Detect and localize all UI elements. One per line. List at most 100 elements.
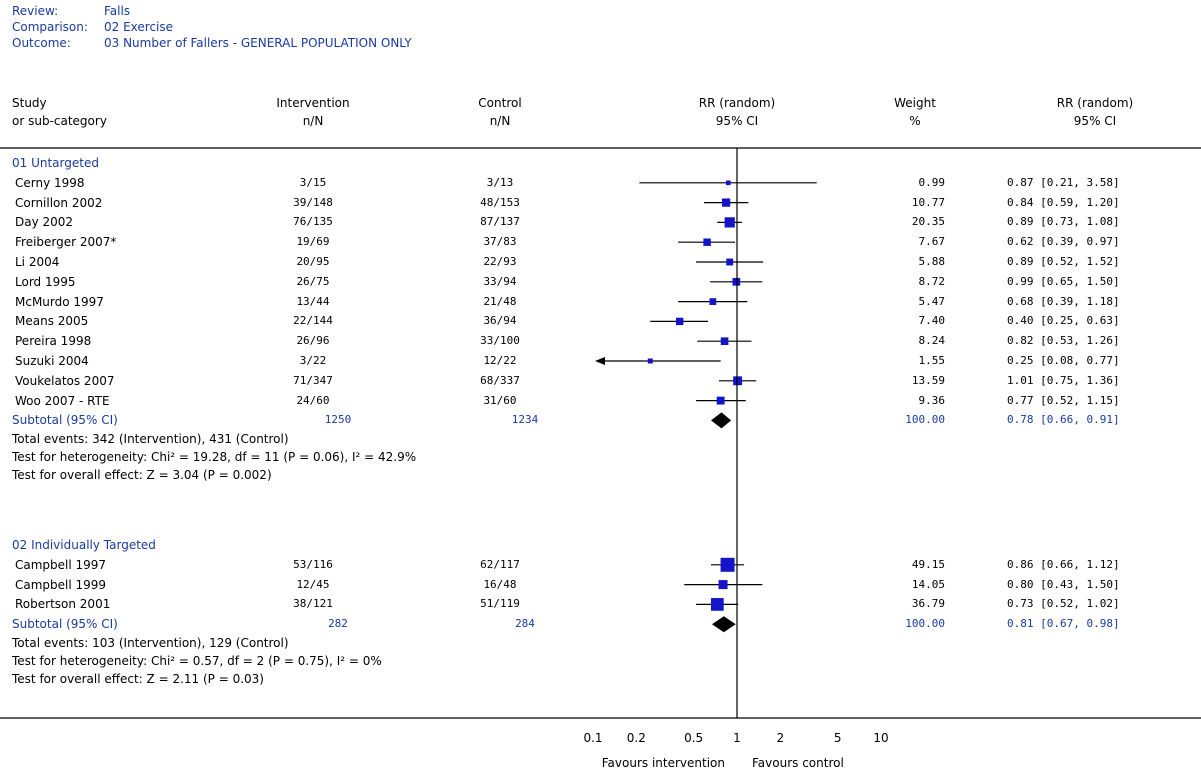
study-name: Freiberger 2007* [15,235,117,250]
x-tick-label: 0.2 [626,731,646,745]
subtotal-label: Subtotal (95% CI) [12,413,118,428]
favours-control-label: Favours control [752,756,844,770]
group-note: Total events: 342 (Intervention), 431 (C… [12,432,289,447]
control-value: 33/94 [483,274,517,288]
rr-ci-text: 0.84 [0.59, 1.20] [1007,195,1120,209]
study-square [726,258,734,266]
comparison-label: Comparison: [12,20,88,34]
intervention-value: 20/95 [296,255,330,268]
col-control-nn: n/N [489,114,511,128]
rr-ci-text: 0.89 [0.73, 1.08] [1007,215,1120,229]
rr-ci-text: 0.40 [0.25, 0.63] [1007,314,1120,328]
rr-ci-text: 0.62 [0.39, 0.97] [1007,235,1120,249]
subtotal-control: 284 [515,617,535,631]
study-square [676,317,684,326]
intervention-value: 3/15 [299,175,327,189]
x-tick-label: 2 [776,731,785,745]
ci-arrow [595,357,605,365]
subtotal-rr-ci-text: 0.78 [0.66, 0.91] [1007,413,1120,427]
weight-value: 13.59 [911,373,945,387]
col-intervention-nn: n/N [302,114,324,128]
subtotal-diamond [711,412,732,429]
intervention-value: 24/60 [296,393,330,407]
weight-value: 7.40 [918,314,946,328]
review-label: Review: [12,4,59,18]
rr-ci-text: 0.82 [0.53, 1.26] [1007,334,1120,348]
study-square [718,580,728,590]
intervention-value: 38/121 [293,597,333,611]
study-square [732,277,741,286]
study-name: Day 2002 [15,215,74,230]
favours-intervention-label: Favours intervention [601,756,725,770]
subtotal-diamond [711,616,736,633]
rr-ci-text: 0.77 [0.52, 1.15] [1007,393,1120,407]
control-value: 21/48 [483,294,517,308]
subtotal-control: 1234 [511,413,539,427]
study-square [725,180,731,186]
x-tick-label: 5 [833,731,842,745]
control-value: 31/60 [483,393,517,407]
study-name: McMurdo 1997 [15,294,104,309]
col-control: Control [478,96,522,110]
col-study: Study [12,96,47,110]
weight-value: 10.77 [911,195,945,209]
intervention-value: 26/96 [296,334,330,348]
intervention-value: 71/347 [293,373,333,387]
rr-ci-text: 0.80 [0.43, 1.50] [1007,577,1120,591]
rr-ci-text: 0.73 [0.52, 1.02] [1007,597,1120,611]
study-name: Means 2005 [15,314,89,329]
subtotal-label: Subtotal (95% CI) [12,617,118,632]
x-tick-label: 0.1 [583,731,603,745]
control-value: 12/22 [483,354,517,367]
study-square [724,217,735,228]
study-name: Robertson 2001 [15,597,111,612]
col-rr-plot: RR (random) [698,96,776,110]
review-value: Falls [104,4,131,18]
rr-ci-text: 0.25 [0.08, 0.77] [1007,354,1120,367]
subtotal-rr-ci-text: 0.81 [0.67, 0.98] [1007,617,1120,631]
study-square [709,298,717,305]
study-name: Pereira 1998 [15,334,92,349]
group-note: Test for heterogeneity: Chi² = 19.28, df… [12,450,417,465]
subtotal-intervention: 282 [328,617,348,631]
rr-ci-text: 0.89 [0.52, 1.52] [1007,255,1120,268]
group-title: 02 Individually Targeted [12,538,156,552]
group-note: Total events: 103 (Intervention), 129 (C… [12,636,289,651]
weight-value: 20.35 [911,215,945,229]
weight-value: 7.67 [918,235,946,249]
control-value: 22/93 [483,255,517,268]
subtotal-weight: 100.00 [905,413,945,427]
x-tick-label: 0.5 [684,731,704,745]
study-name: Li 2004 [15,255,60,269]
group-note: Test for heterogeneity: Chi² = 0.57, df … [12,654,382,669]
intervention-value: 22/144 [293,314,333,328]
intervention-value: 13/44 [296,294,330,308]
study-name: Voukelatos 2007 [15,373,115,388]
col-weight-pct: % [909,114,921,128]
study-square [720,557,735,572]
outcome-label: Outcome: [12,36,71,50]
col-rr-text: RR (random) [1056,96,1134,110]
weight-value: 49.15 [911,557,945,571]
control-value: 51/119 [480,597,520,611]
control-value: 48/153 [480,195,520,209]
col-weight: Weight [894,96,936,110]
intervention-value: 12/45 [296,577,330,591]
comparison-value: 02 Exercise [104,20,174,34]
weight-value: 5.88 [918,255,946,268]
study-name: Woo 2007 - RTE [15,393,110,408]
study-name: Lord 1995 [15,274,76,289]
weight-value: 0.99 [918,175,946,189]
intervention-value: 3/22 [299,354,327,367]
x-tick-label: 10 [873,731,889,745]
group-title: 01 Untargeted [12,156,99,170]
study-name: Campbell 1997 [15,557,107,572]
rr-ci-text: 0.99 [0.65, 1.50] [1007,274,1120,288]
control-value: 37/83 [483,235,517,249]
study-name: Suzuki 2004 [15,354,89,368]
control-value: 3/13 [486,175,514,189]
rr-ci-text: 1.01 [0.75, 1.36] [1007,373,1120,387]
study-square [721,198,731,207]
control-value: 62/117 [480,557,520,571]
weight-value: 8.72 [918,274,946,288]
